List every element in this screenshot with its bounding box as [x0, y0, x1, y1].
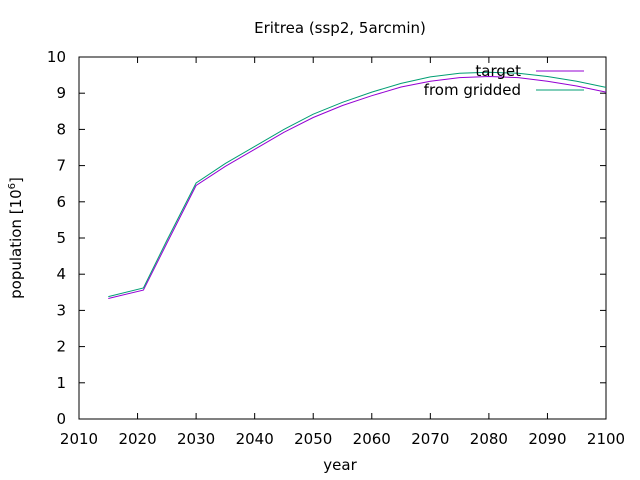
- series-line-from-gridded: [108, 71, 607, 298]
- x-tick-label: 2040: [236, 430, 274, 448]
- legend-label: target: [475, 62, 521, 80]
- x-tick-label: 2010: [60, 430, 98, 448]
- y-axis-label-text: population [10: [7, 189, 25, 299]
- y-tick-label: 1: [56, 374, 66, 392]
- x-tick-label: 2030: [177, 430, 215, 448]
- y-tick-label: 4: [56, 265, 66, 283]
- x-tick-label: 2090: [528, 430, 566, 448]
- ticks: 2010 2020 2030 2040 2050 2060 2070 2080 2090 2100…: [47, 48, 625, 448]
- y-tick-label: 0: [56, 410, 66, 428]
- legend-label: from gridded: [424, 81, 521, 99]
- y-tick-label: 9: [56, 84, 66, 102]
- x-tick-label: 2020: [118, 430, 156, 448]
- y-tick-label: 6: [56, 193, 66, 211]
- y-tick-label: 7: [56, 157, 66, 175]
- x-tick-label: 2060: [353, 430, 391, 448]
- x-axis-label: year: [323, 456, 357, 474]
- plot-border: [78, 56, 607, 420]
- y-axis-label: population [106]: [7, 177, 25, 299]
- series-line-target: [108, 75, 607, 299]
- x-tick-label: 2100: [587, 430, 625, 448]
- x-tick-label: 2050: [294, 430, 332, 448]
- y-tick-label: 3: [56, 301, 66, 319]
- y-tick-label: 10: [47, 48, 66, 66]
- y-tick-label: 5: [56, 229, 66, 247]
- x-tick-label: 2080: [470, 430, 508, 448]
- x-tick-label: 2070: [411, 430, 449, 448]
- axes: [78, 56, 607, 420]
- chart-title: Eritrea (ssp2, 5arcmin): [254, 19, 426, 37]
- y-tick-label: 2: [56, 338, 66, 356]
- y-axis-label-exponent: 6: [7, 183, 18, 189]
- y-axis-label-close: ]: [7, 177, 25, 183]
- y-tick-label: 8: [56, 120, 66, 138]
- series-lines: [108, 71, 607, 299]
